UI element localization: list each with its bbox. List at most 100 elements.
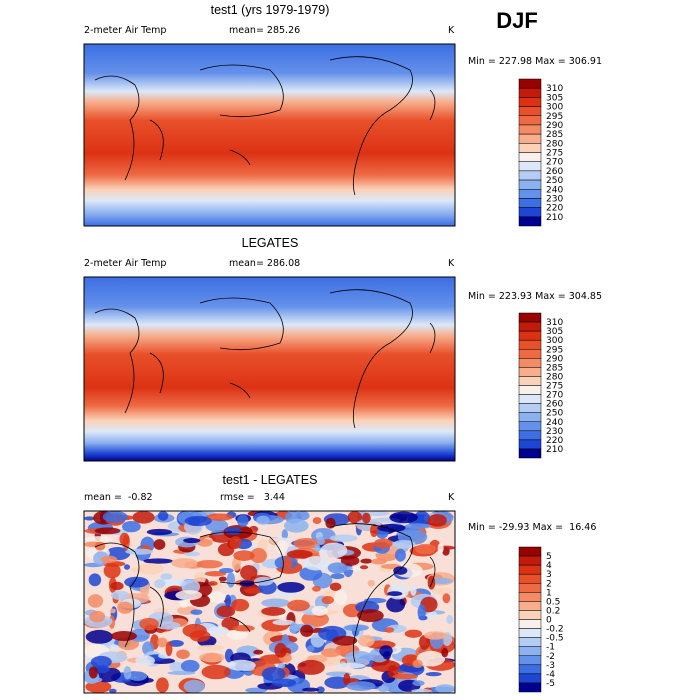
map-patch	[359, 565, 369, 570]
map-patch	[103, 563, 121, 579]
map-patch	[412, 680, 425, 687]
map-patch	[110, 631, 137, 642]
map-patch	[196, 538, 213, 547]
colorbar-box	[518, 682, 542, 693]
map-patch	[102, 511, 128, 523]
colorbar-label: 280	[546, 372, 563, 382]
map-patch	[88, 666, 98, 679]
colorbar-label: 2	[546, 579, 552, 589]
map-patch	[109, 608, 116, 614]
panel-range: Min = -29.93 Max = 16.46	[468, 522, 596, 533]
colorbar-box	[518, 198, 542, 208]
colorbar-box	[518, 430, 542, 441]
colorbar-label: 220	[546, 204, 563, 214]
map-patch	[132, 510, 155, 524]
map-patch	[430, 577, 453, 584]
colorbar-box	[518, 412, 542, 422]
colorbar-label: -0.5	[546, 634, 564, 644]
map-patch	[431, 587, 453, 595]
map-patch	[84, 516, 95, 521]
map-patch	[119, 532, 130, 546]
map-patch	[224, 527, 242, 535]
map-patch	[284, 518, 309, 533]
map-patch	[343, 672, 351, 686]
colorbar-box	[518, 448, 542, 459]
map-patch	[84, 536, 114, 542]
colorbar-box	[518, 321, 542, 332]
map-patch	[196, 644, 225, 651]
colorbar-label: 270	[546, 391, 563, 401]
map-patch	[201, 664, 231, 680]
map-patch	[245, 687, 268, 693]
colorbar-label: -0.2	[546, 625, 564, 635]
map-patch	[180, 659, 200, 673]
panel-title: test1 (yrs 1979-1979)	[211, 3, 330, 17]
colorbar-box	[518, 170, 542, 181]
map-patch	[94, 527, 121, 535]
colorbar-box	[518, 106, 542, 116]
colorbar-box	[518, 161, 542, 172]
map-patch	[231, 557, 242, 571]
colorbar-label: 310	[546, 318, 563, 328]
map-patch	[386, 596, 406, 613]
colorbar-label: 275	[546, 149, 563, 159]
map-patch	[199, 652, 225, 663]
map-patch	[321, 596, 334, 605]
map-patch	[314, 544, 321, 553]
map-patch	[261, 666, 286, 682]
map-patch	[117, 601, 134, 614]
colorbar-label: 210	[546, 213, 563, 223]
map-patch	[261, 598, 290, 608]
map-patch	[367, 579, 376, 587]
map-patch	[109, 644, 119, 649]
map-patch	[157, 637, 168, 648]
map-patch	[160, 573, 173, 581]
colorbar-label: 260	[546, 167, 563, 177]
map-patch	[340, 555, 360, 566]
colorbar-label: 4	[546, 561, 552, 571]
map-patch	[240, 666, 255, 671]
map-patch	[357, 609, 384, 623]
map-patch	[165, 641, 173, 657]
colorbar-label: -5	[546, 679, 555, 689]
map-patch	[362, 512, 371, 524]
colorbar-box	[518, 207, 542, 218]
map-patch	[300, 624, 314, 637]
map-patch	[282, 556, 293, 571]
map-patch	[274, 642, 287, 658]
map-patch	[123, 666, 132, 680]
map-patch	[217, 543, 235, 557]
coastlines	[94, 56, 436, 663]
panel-left-label: 2-meter Air Temp	[84, 25, 166, 36]
map-patch	[426, 611, 438, 619]
map-patch	[135, 655, 155, 666]
colorbar-label: 3	[546, 570, 552, 580]
map-patch	[419, 634, 431, 650]
map-patch	[334, 589, 348, 605]
map-patch	[160, 578, 187, 587]
map-patch	[146, 528, 173, 536]
panel-rmse-label: rmse = 3.44	[220, 492, 285, 503]
map-patch	[171, 558, 198, 568]
map-patch	[249, 547, 267, 564]
colorbar-label: 280	[546, 139, 563, 149]
map-patch	[216, 605, 236, 618]
map-patch	[411, 688, 433, 693]
map-patch	[261, 606, 286, 616]
map-patch	[153, 539, 166, 550]
map-patch	[232, 625, 255, 632]
map-patch	[229, 536, 242, 549]
map-patch	[312, 517, 322, 525]
map-patch	[125, 548, 154, 555]
colorbar-label: 300	[546, 336, 563, 346]
map-patch	[137, 563, 164, 575]
panel-range: Min = 223.93 Max = 304.85	[468, 291, 602, 302]
map-patch	[296, 511, 310, 521]
colorbar-box	[518, 78, 542, 89]
colorbar-label: 230	[546, 427, 563, 437]
colorbar-label: 260	[546, 400, 563, 410]
colorbar-label: 210	[546, 445, 563, 455]
colorbar-box	[518, 115, 542, 126]
colorbar-box	[518, 216, 542, 227]
map-patch	[311, 605, 328, 616]
